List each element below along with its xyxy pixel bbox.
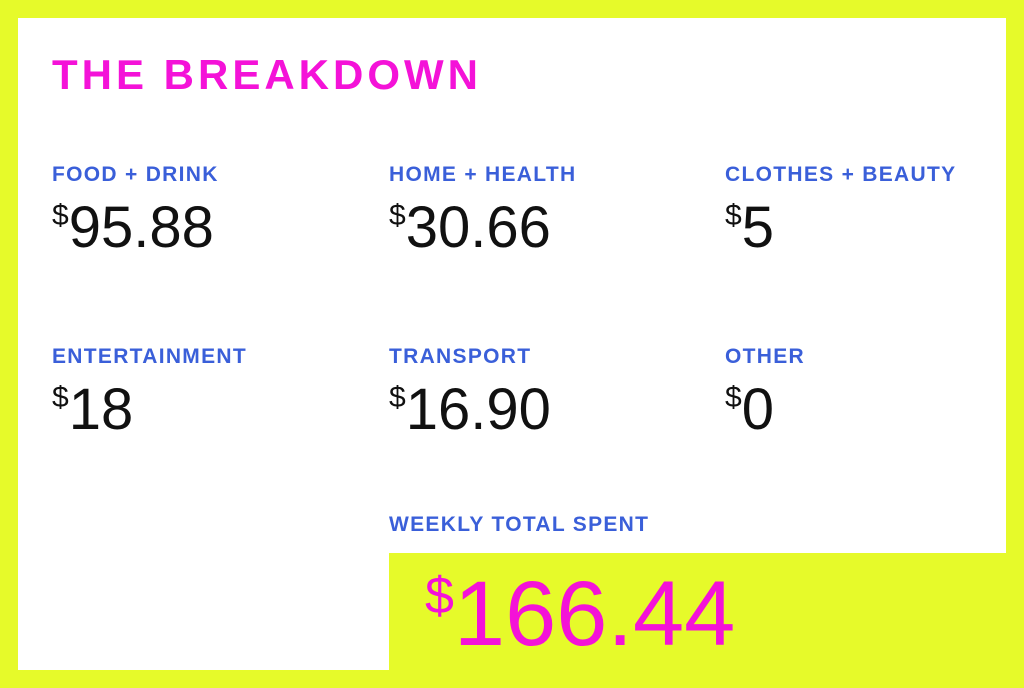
amount-value: 16.90 [405, 377, 551, 442]
currency-symbol: $ [725, 199, 742, 232]
category-amount: $0 [725, 381, 805, 439]
category-amount: $5 [725, 199, 956, 257]
total-value: 166.44 [453, 563, 736, 665]
white-panel [18, 18, 1006, 553]
category-clothes-beauty: CLOTHES + BEAUTY $5 [725, 164, 956, 257]
category-home-health: HOME + HEALTH $30.66 [389, 164, 576, 257]
white-panel-lower [18, 553, 389, 670]
category-label: HOME + HEALTH [389, 163, 577, 186]
category-amount: $16.90 [389, 381, 551, 439]
category-entertainment: ENTERTAINMENT $18 [52, 346, 247, 439]
category-label: FOOD + DRINK [52, 163, 219, 186]
category-amount: $18 [52, 381, 247, 439]
category-label: TRANSPORT [389, 345, 532, 368]
weekly-total-amount: $166.44 [425, 568, 735, 660]
currency-symbol: $ [52, 199, 69, 232]
category-transport: TRANSPORT $16.90 [389, 346, 551, 439]
currency-symbol: $ [425, 567, 454, 625]
weekly-total-label: WEEKLY TOTAL SPENT [389, 513, 650, 536]
amount-value: 95.88 [68, 195, 214, 260]
amount-value: 0 [741, 377, 774, 442]
category-label: OTHER [725, 345, 805, 368]
currency-symbol: $ [52, 381, 69, 414]
category-other: OTHER $0 [725, 346, 805, 439]
currency-symbol: $ [389, 199, 406, 232]
category-amount: $30.66 [389, 199, 576, 257]
category-label: ENTERTAINMENT [52, 345, 247, 368]
amount-value: 5 [741, 195, 774, 260]
currency-symbol: $ [725, 381, 742, 414]
category-food-drink: FOOD + DRINK $95.88 [52, 164, 219, 257]
category-amount: $95.88 [52, 199, 219, 257]
amount-value: 30.66 [405, 195, 551, 260]
currency-symbol: $ [389, 381, 406, 414]
page-title: THE BREAKDOWN [52, 51, 482, 98]
amount-value: 18 [68, 377, 134, 442]
category-label: CLOTHES + BEAUTY [725, 163, 957, 186]
